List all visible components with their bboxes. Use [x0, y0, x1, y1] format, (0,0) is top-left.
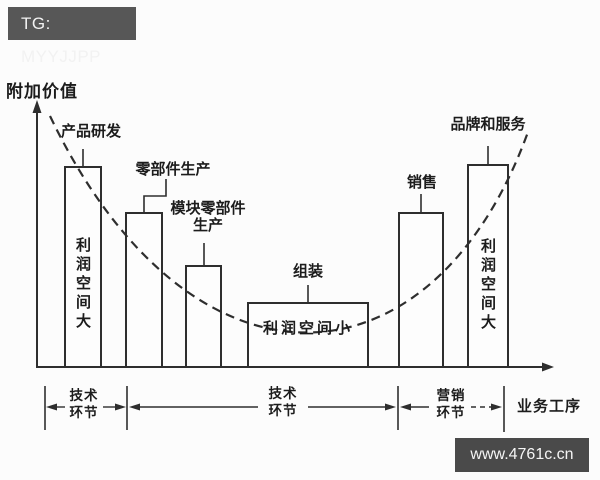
- segment-label-1-line2: 环节: [69, 405, 99, 420]
- tg-banner: TG: MYYJJPP: [8, 7, 136, 66]
- segment3-arrow-left: [400, 403, 411, 411]
- segment-label-2-line2: 环节: [268, 403, 298, 418]
- segment-label-2-line1: 技术: [268, 386, 298, 401]
- bar-label-module-line1: 模块零部件: [170, 201, 246, 217]
- x-axis-arrowhead: [542, 362, 554, 372]
- bar-label-rd: 产品研发: [60, 124, 121, 140]
- tg-banner-text: TG: MYYJJPP: [21, 14, 102, 66]
- segment-label-3-line2: 环节: [436, 405, 466, 420]
- segment1-arrow-right: [115, 403, 126, 411]
- bar-rd: [64, 166, 102, 368]
- bar-parts: [125, 212, 163, 368]
- bar-label-brand: 品牌和服务: [450, 117, 526, 133]
- bar-label-parts: 零部件生产: [135, 162, 211, 178]
- bar-module-parts: [185, 265, 222, 368]
- smile-curve: [49, 115, 530, 334]
- segment2-arrow-right: [385, 403, 396, 411]
- profit-note-left: 利润空间大: [74, 237, 90, 332]
- x-axis-label: 业务工序: [517, 399, 582, 415]
- bar-sales: [398, 212, 444, 368]
- bar-brand-service: [467, 164, 509, 368]
- watermark-text: www.4761c.cn: [470, 446, 574, 463]
- segment-label-2: 技术 环节: [265, 385, 301, 419]
- bar-assembly: [247, 302, 369, 368]
- segment1-arrow-left: [46, 403, 57, 411]
- bar-label-module-line2: 生产: [192, 218, 223, 234]
- profit-note-right: 利润空间大: [479, 238, 495, 333]
- bar-label-module: 模块零部件 生产: [168, 201, 248, 235]
- bar-label-sales: 销售: [406, 175, 437, 191]
- segment-label-1: 技术 环节: [66, 387, 102, 421]
- y-axis-arrowhead: [32, 100, 42, 113]
- segment3-arrow-right: [491, 403, 502, 411]
- y-axis-label: 附加价值: [6, 82, 78, 101]
- connector-parts: [143, 179, 167, 213]
- segment-label-1-line1: 技术: [69, 388, 99, 403]
- profit-note-middle: 利润空间小: [262, 321, 353, 337]
- bar-label-assembly: 组装: [292, 264, 323, 280]
- segment-label-3: 营销 环节: [433, 387, 469, 421]
- segment-label-3-line1: 营销: [436, 388, 466, 403]
- segment2-arrow-left: [129, 403, 140, 411]
- watermark-bar: www.4761c.cn: [455, 438, 589, 472]
